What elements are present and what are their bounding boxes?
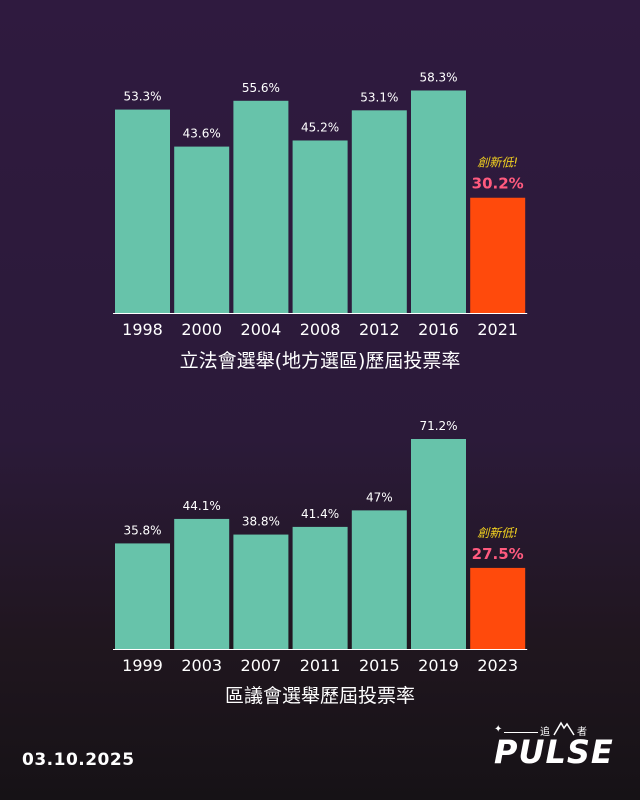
bar-2023 xyxy=(470,567,526,649)
x-tick-2016: 2016 xyxy=(418,320,459,339)
logo-wordmark: PULSE xyxy=(494,733,614,771)
x-tick-2012: 2012 xyxy=(359,320,400,339)
bar-2004 xyxy=(233,100,289,313)
bar-2003 xyxy=(174,518,230,649)
value-label-2008: 45.2% xyxy=(301,120,339,134)
star-icon: ✦ xyxy=(494,724,503,735)
bar-2016 xyxy=(411,90,466,313)
bar-2008 xyxy=(292,140,348,313)
bar-2007 xyxy=(233,534,289,649)
bar-1998 xyxy=(115,109,170,314)
value-label-2011: 41.4% xyxy=(301,507,339,521)
bar-1999 xyxy=(115,543,170,649)
x-tick-2011: 2011 xyxy=(300,656,341,675)
value-label-2003: 44.1% xyxy=(183,499,221,513)
mountain-icon xyxy=(553,721,575,736)
annotation-record-low: 創新低! xyxy=(477,526,518,540)
value-label-2016: 58.3% xyxy=(419,70,457,84)
publish-date: 03.10.2025 xyxy=(22,750,135,770)
x-tick-2021: 2021 xyxy=(477,320,518,339)
pulse-logo: ✦ 追 者 PULSE xyxy=(490,721,613,774)
value-label-2023: 27.5% xyxy=(472,545,524,563)
bar-2021 xyxy=(470,197,526,313)
chart-district-council-turnout: 35.8% 1999 44.1% 2003 38.8% 2007 41.4% 2011 47% 2… xyxy=(113,419,528,707)
x-tick-2008: 2008 xyxy=(300,320,341,339)
x-tick-1999: 1999 xyxy=(122,656,163,675)
bar-2000 xyxy=(174,146,230,313)
value-label-2019: 71.2% xyxy=(419,419,457,433)
value-label-2007: 38.8% xyxy=(242,515,280,529)
value-label-1998: 53.3% xyxy=(123,90,161,104)
x-tick-1998: 1998 xyxy=(122,320,163,339)
x-tick-2004: 2004 xyxy=(241,320,282,339)
value-label-1999: 35.8% xyxy=(123,523,161,537)
bar-2015 xyxy=(351,510,407,649)
x-tick-2015: 2015 xyxy=(359,656,400,675)
value-label-2012: 53.1% xyxy=(360,90,398,104)
x-tick-2000: 2000 xyxy=(181,320,222,339)
x-tick-2007: 2007 xyxy=(241,656,282,675)
bar-2012 xyxy=(351,110,407,314)
chart-title: 立法會選舉(地方選區)歷屆投票率 xyxy=(180,350,461,372)
value-label-2000: 43.6% xyxy=(183,127,221,141)
value-label-2004: 55.6% xyxy=(242,81,280,95)
bar-2011 xyxy=(292,526,348,649)
value-label-2021: 30.2% xyxy=(472,175,524,193)
value-label-2015: 47% xyxy=(366,490,393,504)
x-tick-2019: 2019 xyxy=(418,656,459,675)
chart-title: 區議會選舉歷屆投票率 xyxy=(225,685,415,707)
bar-2019 xyxy=(411,439,466,649)
chart-legco-turnout: 53.3% 1998 43.6% 2000 55.6% 2004 45.2% 2008 53.1… xyxy=(115,70,526,372)
x-tick-2023: 2023 xyxy=(477,656,518,675)
annotation-record-low: 創新低! xyxy=(477,156,518,170)
x-tick-2003: 2003 xyxy=(181,656,222,675)
